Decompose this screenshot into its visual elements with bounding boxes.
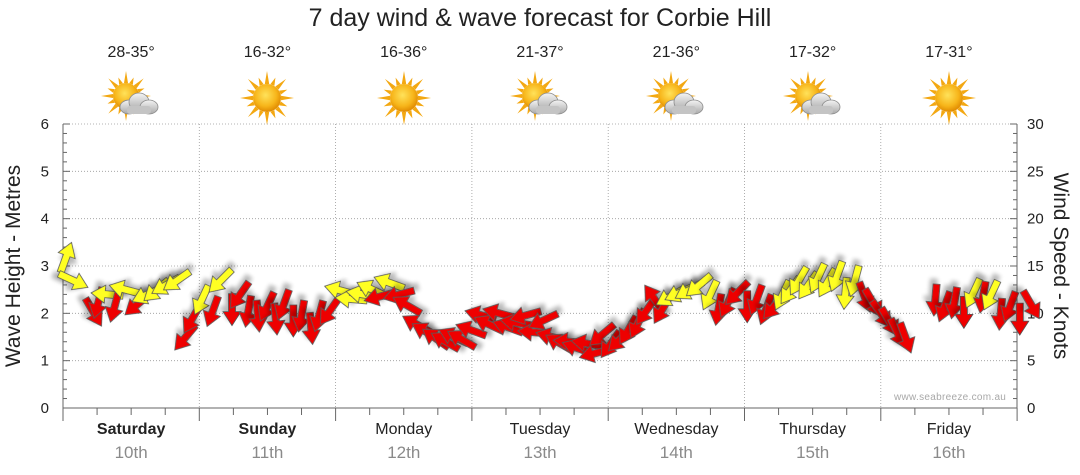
axes: 0123456051015202530 xyxy=(41,116,1044,421)
partly-cloudy-icon xyxy=(782,71,841,121)
sunny-icon-wrapper xyxy=(919,70,979,126)
day-name-label: Tuesday xyxy=(509,421,571,438)
day-date-label: 11th xyxy=(251,443,284,462)
wind-arrow xyxy=(1010,302,1030,336)
y-left-tick-label: 6 xyxy=(41,116,49,133)
day-date-label: 13th xyxy=(523,443,557,462)
day-name-label: Saturday xyxy=(96,421,166,438)
y-right-tick-label: 15 xyxy=(1027,258,1044,275)
day-temperature: 16-36° xyxy=(380,44,428,61)
wind-arrow xyxy=(981,278,1002,311)
watermark: www.seabreeze.com.au xyxy=(894,392,1007,403)
day-temperature: 16-32° xyxy=(243,44,292,61)
sunny-icon xyxy=(240,71,295,125)
wind-arrow xyxy=(509,306,543,326)
wind-arrow xyxy=(202,294,222,328)
partly-cloudy-icon-wrapper xyxy=(101,70,161,126)
partly-cloudy-icon-wrapper xyxy=(646,70,706,126)
day-date-label: 12th xyxy=(387,443,421,462)
y-axis-right-label: Wind Speed - Knots xyxy=(1049,172,1072,360)
day-name-label: Monday xyxy=(375,421,433,438)
day-temperature: 21-37° xyxy=(516,44,564,61)
partly-cloudy-icon xyxy=(101,71,159,121)
y-right-tick-label: 5 xyxy=(1027,353,1035,370)
partly-cloudy-icon xyxy=(510,71,568,121)
y-right-tick-label: 25 xyxy=(1027,163,1044,180)
wind-arrow xyxy=(192,283,213,316)
wind-arrow xyxy=(373,272,406,292)
partly-cloudy-icon-wrapper xyxy=(782,70,843,126)
wind-arrow xyxy=(1019,288,1041,320)
day-temperature: 21-36° xyxy=(652,44,700,61)
day-temperature: 17-31° xyxy=(925,44,973,61)
wind-arrows xyxy=(56,241,1041,364)
wind-arrow xyxy=(162,268,193,291)
y-right-tick-label: 30 xyxy=(1027,116,1044,133)
y-right-tick-label: 20 xyxy=(1027,211,1044,228)
wind-arrow xyxy=(896,321,916,354)
day-name-label: Friday xyxy=(926,421,972,438)
y-axis-left-label: Wave Height - Metres xyxy=(2,164,25,368)
sunny-icon-wrapper xyxy=(374,70,434,126)
y-left-tick-label: 2 xyxy=(41,305,49,322)
wind-arrow xyxy=(746,283,766,316)
wind-arrow xyxy=(208,266,235,293)
day-date-label: 15th xyxy=(796,443,830,462)
wind-arrow xyxy=(725,278,752,306)
chart-title: 7 day wind & wave forecast for Corbie Hi… xyxy=(308,4,772,32)
grid-lines xyxy=(63,123,1017,408)
day-name-label: Thursday xyxy=(779,421,846,438)
wind-arrow xyxy=(90,284,124,304)
wind-arrow xyxy=(589,321,618,346)
sunny-icon xyxy=(376,71,431,125)
y-left-tick-label: 4 xyxy=(41,211,49,228)
y-left-tick-label: 5 xyxy=(41,163,49,180)
wind-arrow xyxy=(230,279,253,309)
sunny-icon-wrapper xyxy=(237,70,297,126)
wind-arrow xyxy=(301,311,322,346)
wind-arrow xyxy=(528,309,560,330)
wind-arrow xyxy=(56,270,89,291)
day-temperature: 28-35° xyxy=(107,44,155,61)
day-date-label: 10th xyxy=(114,443,148,462)
partly-cloudy-icon-wrapper xyxy=(510,70,570,126)
wind-arrow xyxy=(954,295,974,330)
y-right-tick-label: 0 xyxy=(1027,400,1035,417)
day-name-label: Sunday xyxy=(238,421,297,438)
partly-cloudy-icon xyxy=(646,71,704,121)
wind-arrow xyxy=(685,272,714,297)
wind-arrow xyxy=(392,296,424,317)
wind-arrow xyxy=(835,276,855,311)
y-left-tick-label: 3 xyxy=(41,258,49,275)
wind-arrow xyxy=(266,302,286,336)
sunny-icon xyxy=(921,71,976,125)
y-left-tick-label: 1 xyxy=(41,353,49,370)
y-left-tick-label: 0 xyxy=(41,400,49,417)
day-name-label: Wednesday xyxy=(634,421,719,438)
wind-arrow xyxy=(56,241,76,275)
day-date-label: 16th xyxy=(932,443,966,462)
wind-arrow xyxy=(455,320,488,340)
day-date-label: 14th xyxy=(659,443,693,462)
day-temperature: 17-32° xyxy=(788,44,837,61)
